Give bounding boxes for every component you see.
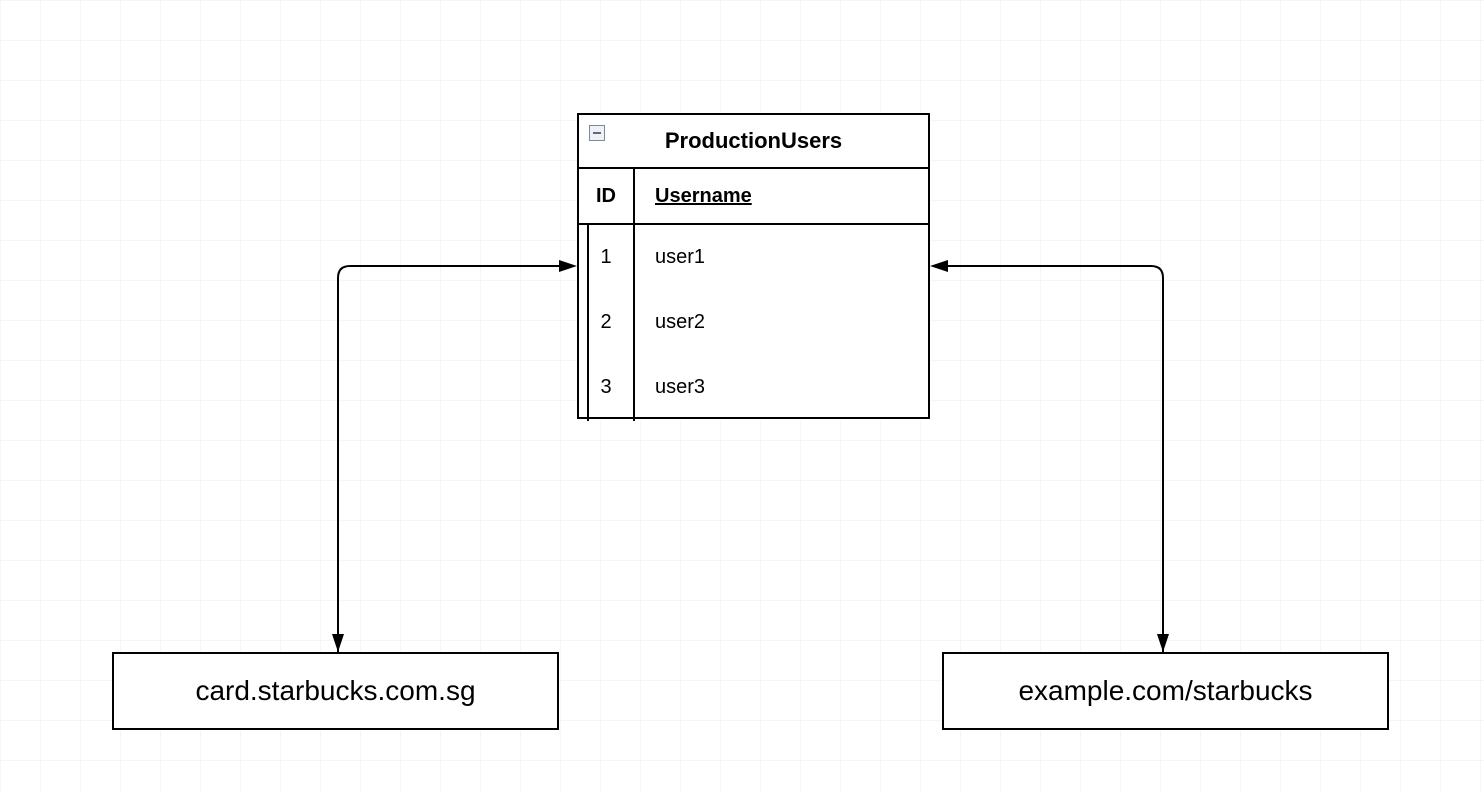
entity-columns-header: ID Username bbox=[579, 169, 928, 225]
table-row: 2 user2 bbox=[579, 290, 928, 355]
diagram-canvas: ProductionUsers ID Username 1 user1 2 us… bbox=[0, 0, 1484, 792]
id-divider bbox=[633, 225, 635, 421]
entity-header: ProductionUsers bbox=[579, 115, 928, 169]
node-label: card.starbucks.com.sg bbox=[195, 675, 475, 707]
entity-title: ProductionUsers bbox=[579, 128, 928, 154]
node-label: example.com/starbucks bbox=[1018, 675, 1312, 707]
cell-username: user3 bbox=[633, 376, 705, 399]
entity-production-users[interactable]: ProductionUsers ID Username 1 user1 2 us… bbox=[577, 113, 930, 419]
column-header-id: ID bbox=[579, 169, 635, 223]
column-header-username: Username bbox=[635, 185, 752, 208]
node-card-starbucks[interactable]: card.starbucks.com.sg bbox=[112, 652, 559, 730]
collapse-icon[interactable] bbox=[589, 125, 605, 141]
cell-username: user1 bbox=[633, 246, 705, 269]
table-row: 1 user1 bbox=[579, 225, 928, 290]
table-row: 3 user3 bbox=[579, 355, 928, 420]
inner-divider bbox=[587, 225, 589, 421]
cell-username: user2 bbox=[633, 311, 705, 334]
entity-rows: 1 user1 2 user2 3 user3 bbox=[579, 225, 928, 421]
node-example-starbucks[interactable]: example.com/starbucks bbox=[942, 652, 1389, 730]
